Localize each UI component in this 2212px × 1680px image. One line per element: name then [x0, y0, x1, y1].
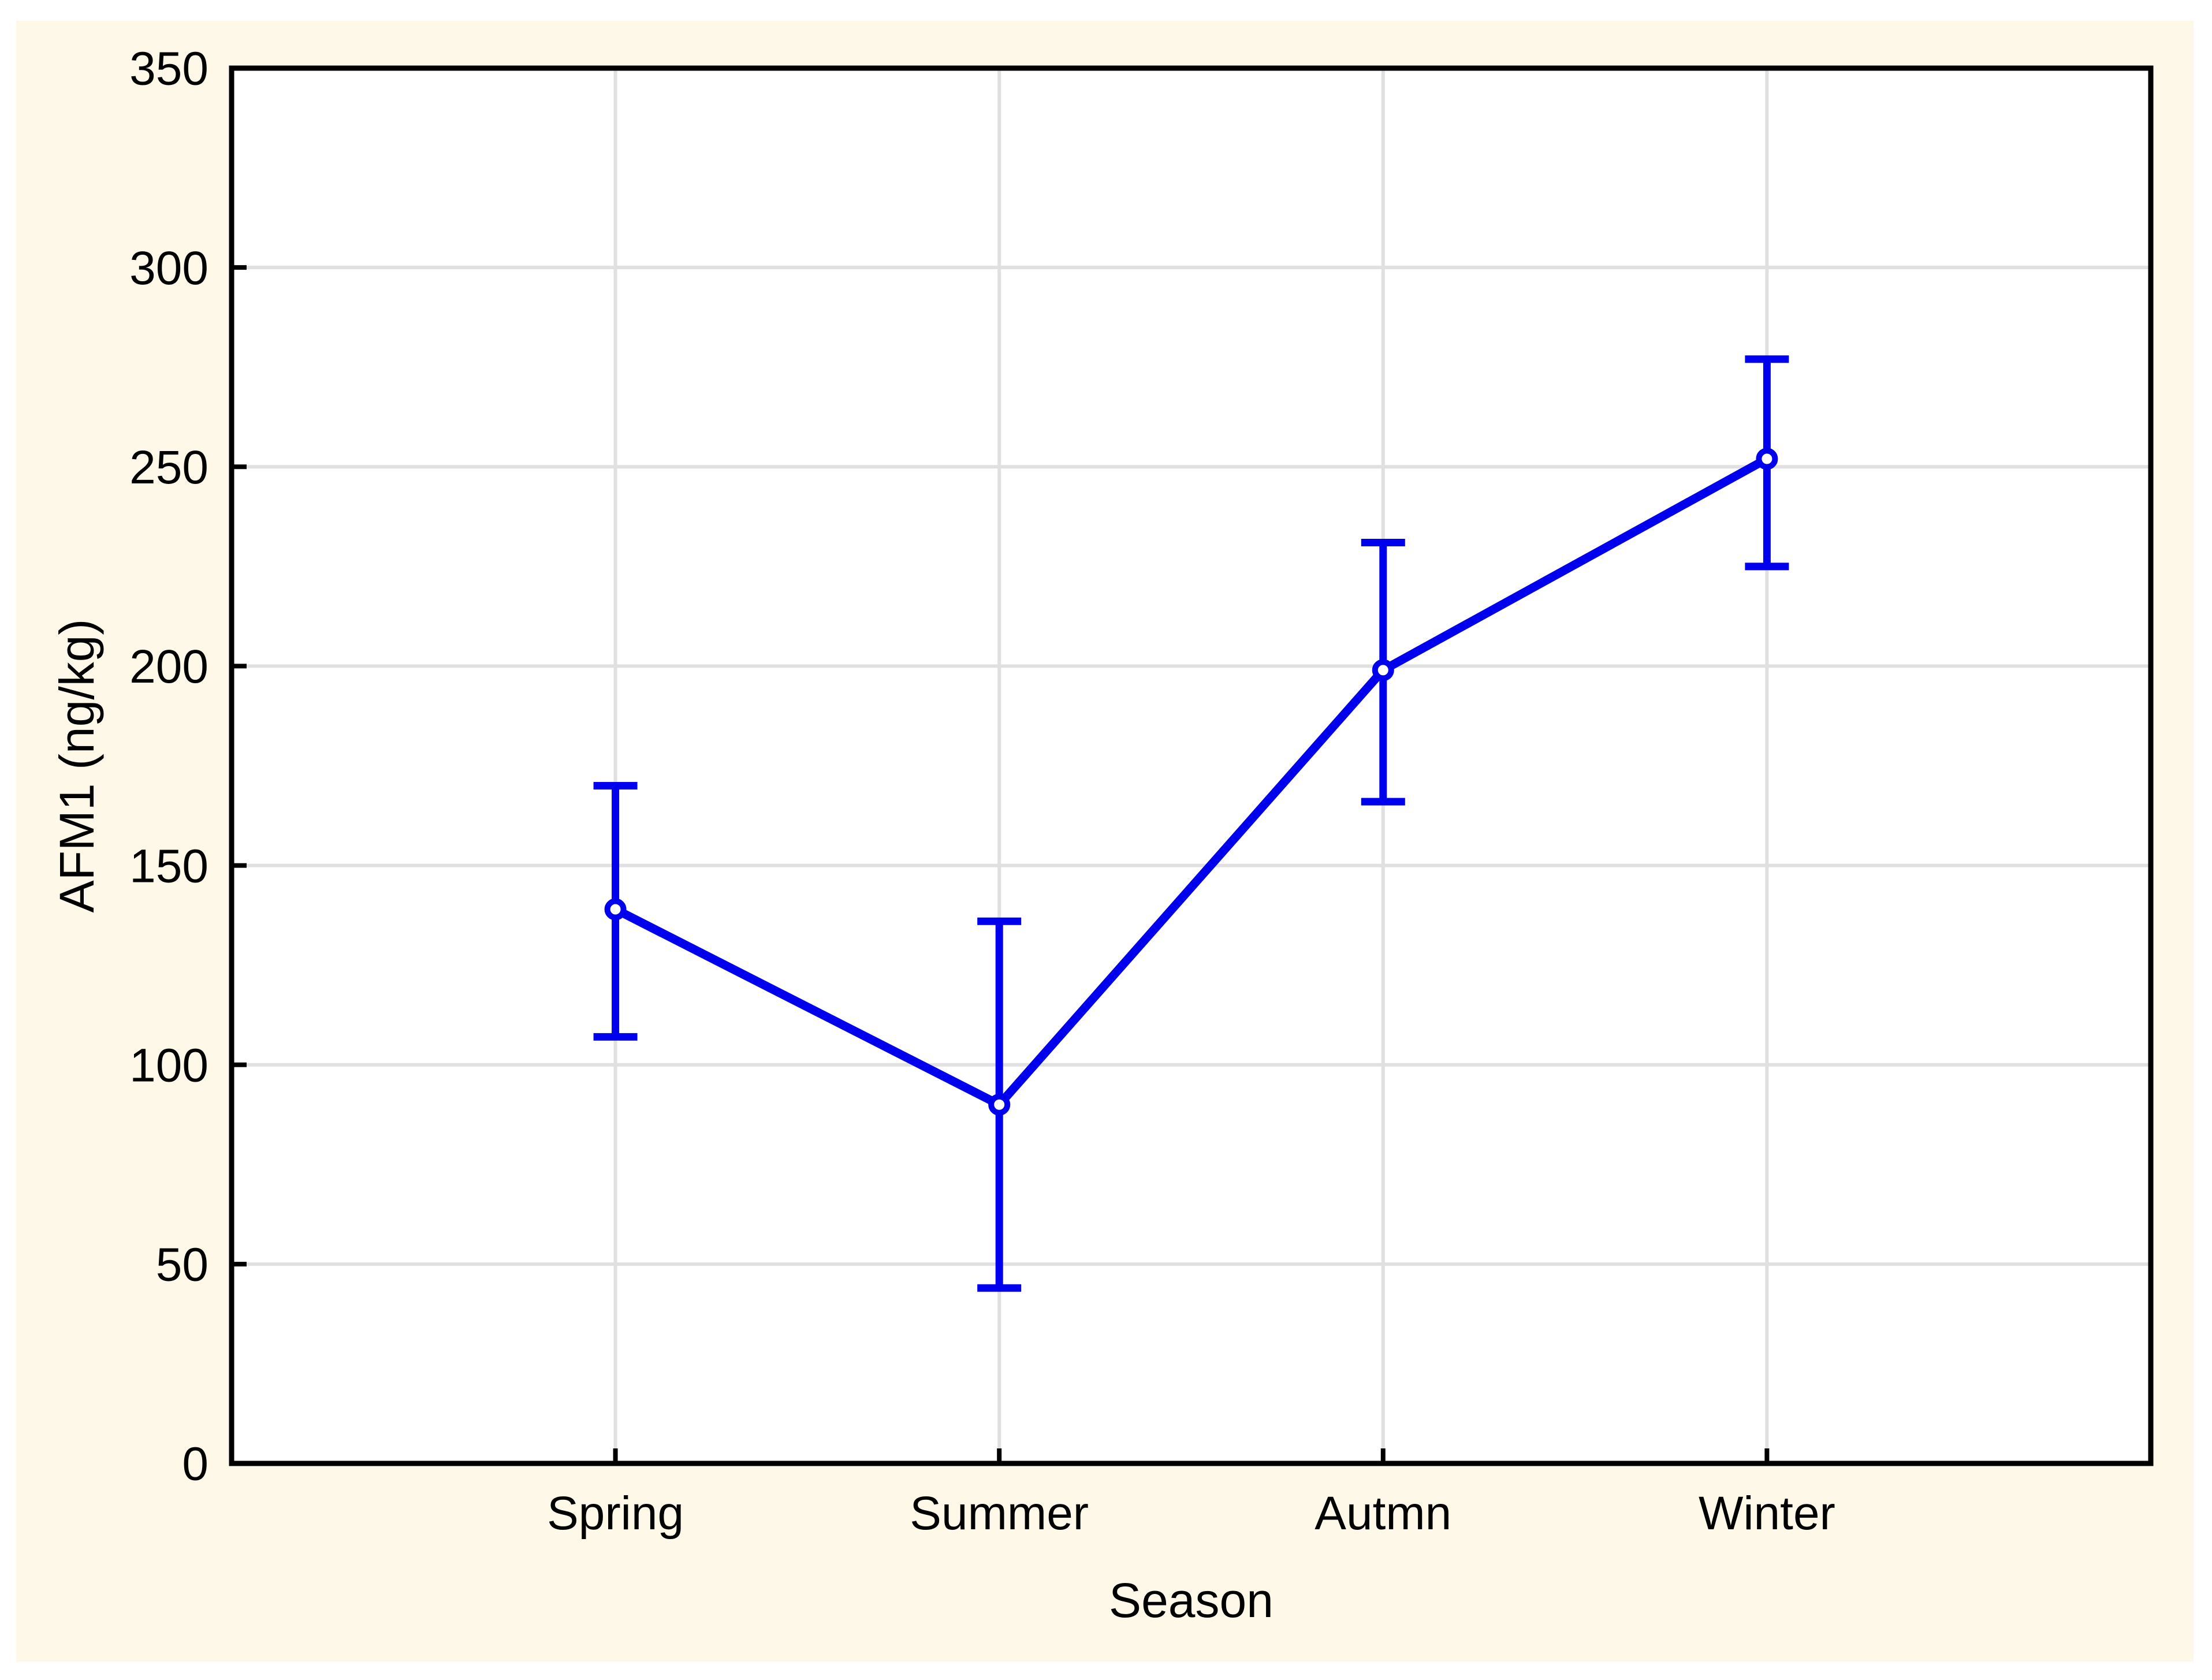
plot-area — [232, 68, 2151, 1463]
series-line — [611, 454, 1771, 1109]
x-tick-label-summer: Summer — [910, 1487, 1089, 1540]
plot-border — [229, 65, 2154, 1466]
x-tick-label-winter: Winter — [1699, 1487, 1835, 1540]
y-tick-label-100: 100 — [129, 1039, 208, 1092]
y-tick-label-350: 350 — [129, 43, 208, 95]
x-tick-label-spring: Spring — [547, 1487, 684, 1540]
y-tick-label-200: 200 — [129, 640, 208, 693]
marker-spring — [604, 898, 627, 921]
x-axis-title: Season — [1109, 1573, 1273, 1627]
y-tick-label-300: 300 — [129, 242, 208, 295]
y-axis-title: AFM1 (ng/kg) — [50, 619, 104, 913]
y-tick-label-150: 150 — [129, 840, 208, 892]
x-tick-label-autmn: Autmn — [1314, 1487, 1451, 1540]
marker-summer — [988, 1093, 1011, 1116]
y-tick-label-250: 250 — [129, 441, 208, 494]
y-tick-label-0: 0 — [182, 1438, 208, 1491]
y-tick-label-50: 50 — [156, 1239, 208, 1291]
marker-autmn — [1372, 659, 1394, 681]
marker-winter — [1756, 448, 1778, 470]
